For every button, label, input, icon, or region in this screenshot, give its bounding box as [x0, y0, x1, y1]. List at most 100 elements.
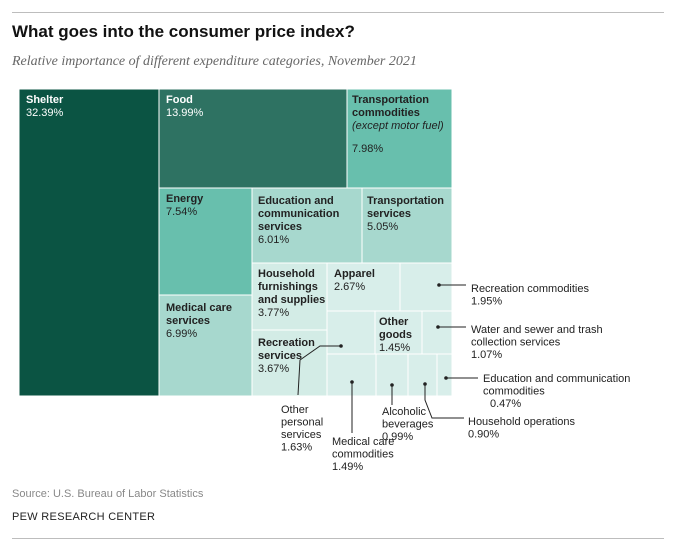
- tile-label-line: Household: [258, 268, 315, 280]
- organization-credit: PEW RESEARCH CENTER: [12, 511, 156, 523]
- tile-label-line: Education and: [258, 195, 334, 207]
- callout-label-line: commodities: [332, 449, 394, 461]
- leader-dot-medical-care-commodities: [350, 380, 354, 384]
- tile-label-transportation-commodities: Transportation commodities: [352, 94, 429, 119]
- leader-dot-water-and-sewer-and-trash-collection-services: [436, 325, 440, 329]
- tile-label-line: Other: [379, 316, 409, 328]
- callout-label-education-and-communication-commodities: Education and communication commodities: [483, 373, 630, 398]
- callout-label-line: Medical care: [332, 436, 394, 448]
- tile-label-line: Food: [166, 94, 193, 106]
- tile-medical-care-services: [158, 294, 253, 397]
- leader-dot-education-and-communication-commodities: [444, 376, 448, 380]
- tile-energy: [158, 187, 253, 296]
- leader-line-household-operations: [424, 384, 464, 419]
- callout-label-recreation-commodities: Recreation commodities: [471, 283, 589, 295]
- tile-label-line: Recreation: [258, 337, 315, 349]
- callout-label-water-and-sewer-and-trash-collection-services: Water and sewer and trash collection serv…: [471, 324, 603, 349]
- tile-label-line: services: [258, 350, 302, 362]
- tile-apparel: [326, 262, 401, 312]
- tile-note-transportation-commodities: (except motor fuel): [352, 120, 444, 132]
- callout-label-line: services: [281, 429, 322, 441]
- tile-other-personal-services: [326, 310, 376, 355]
- tile-label-line: commodities: [352, 107, 420, 119]
- tile-value-energy: 7.54%: [166, 206, 197, 218]
- tile-value-medical-care-services: 6.99%: [166, 328, 197, 340]
- callout-label-line: Recreation commodities: [471, 283, 589, 295]
- tile-label-line: goods: [379, 329, 412, 341]
- tile-value-transportation-commodities: 7.98%: [352, 143, 383, 155]
- tile-value-recreation-services: 3.67%: [258, 363, 289, 375]
- tile-label-line: Transportation: [367, 195, 444, 207]
- tile-label-education-and-communication-services: Education and communication services: [258, 195, 340, 233]
- callout-label-alcoholic-beverages: Alcoholic beverages: [382, 406, 434, 431]
- leader-dot-alcoholic-beverages: [390, 383, 394, 387]
- tile-recreation-commodities: [399, 262, 453, 312]
- tile-value-other-goods: 1.45%: [379, 342, 410, 354]
- tile-value-household-furnishings-and-supplies: 3.77%: [258, 307, 289, 319]
- tile-transportation-commodities: [346, 88, 453, 189]
- tile-food: [158, 88, 348, 189]
- callout-value-medical-care-commodities: 1.49%: [332, 461, 363, 473]
- tile-label-energy: Energy: [166, 193, 204, 205]
- callout-label-line: Household operations: [468, 416, 576, 428]
- tile-label-line: Transportation: [352, 94, 429, 106]
- tile-education-and-communication-commodities: [436, 353, 453, 397]
- tile-label-line: communication: [258, 208, 340, 220]
- callout-value-education-and-communication-commodities: 0.47%: [490, 398, 521, 410]
- leader-dot-recreation-commodities: [437, 283, 441, 287]
- tile-label-line: furnishings: [258, 281, 318, 293]
- tile-shelter: [18, 88, 160, 397]
- callout-label-line: personal: [281, 417, 323, 429]
- tile-value-food: 13.99%: [166, 107, 204, 119]
- tile-label-line: Shelter: [26, 94, 64, 106]
- callout-value-other-personal-services: 1.63%: [281, 442, 312, 454]
- callout-label-other-personal-services: Other personal services: [281, 404, 323, 441]
- tile-recreation-services: [251, 329, 328, 397]
- tile-label-line: services: [258, 221, 302, 233]
- tile-value-transportation-services: 5.05%: [367, 221, 398, 233]
- callout-label-line: Water and sewer and trash: [471, 324, 603, 336]
- tile-value-education-and-communication-services: 6.01%: [258, 234, 289, 246]
- tile-label-medical-care-services: Medical care services: [166, 302, 232, 327]
- tile-label-line: and supplies: [258, 294, 325, 306]
- tile-water-and-sewer-and-trash-collection-services: [421, 310, 453, 355]
- callout-value-recreation-commodities: 1.95%: [471, 296, 502, 308]
- tile-label-recreation-services: Recreation services: [258, 337, 315, 362]
- tile-label-shelter: Shelter: [26, 94, 64, 106]
- callout-label-line: commodities: [483, 386, 545, 398]
- chart-title: What goes into the consumer price index?: [12, 22, 355, 41]
- tile-label-line: services: [166, 315, 210, 327]
- leader-dot-other-personal-services: [339, 344, 343, 348]
- tile-other-goods: [374, 310, 423, 355]
- tile-label-transportation-services: Transportation services: [367, 195, 444, 220]
- callout-label-line: Other: [281, 404, 309, 416]
- top-rule: [12, 12, 664, 13]
- chart-subtitle: Relative importance of different expendi…: [12, 54, 417, 69]
- tile-label-apparel: Apparel: [334, 268, 375, 280]
- tile-label-household-furnishings-and-supplies: Household furnishings and supplies: [258, 268, 325, 306]
- callout-value-household-operations: 0.90%: [468, 429, 499, 441]
- callout-label-line: beverages: [382, 419, 434, 431]
- tile-label-line: Apparel: [334, 268, 375, 280]
- tile-label-line: Medical care: [166, 302, 232, 314]
- leader-dot-household-operations: [423, 382, 427, 386]
- tile-label-line: Energy: [166, 193, 204, 205]
- callout-label-line: Alcoholic: [382, 406, 427, 418]
- source-note: Source: U.S. Bureau of Labor Statistics: [12, 488, 204, 500]
- tile-household-operations: [407, 353, 438, 397]
- leader-line-other-personal-services: [297, 345, 341, 396]
- callout-label-medical-care-commodities: Medical care commodities: [332, 436, 394, 461]
- callout-label-line: Education and communication: [483, 373, 630, 385]
- tile-label-food: Food: [166, 94, 193, 106]
- callout-label-household-operations: Household operations: [468, 416, 576, 428]
- tile-label-other-goods: Other goods: [379, 316, 412, 341]
- callout-label-line: collection services: [471, 337, 561, 349]
- tile-value-apparel: 2.67%: [334, 281, 365, 293]
- callout-value-alcoholic-beverages: 0.99%: [382, 431, 413, 443]
- bottom-rule: [12, 538, 664, 539]
- tile-education-and-communication-services: [251, 187, 363, 264]
- tile-value-shelter: 32.39%: [26, 107, 64, 119]
- tile-label-line: services: [367, 208, 411, 220]
- callout-value-water-and-sewer-and-trash-collection-services: 1.07%: [471, 349, 502, 361]
